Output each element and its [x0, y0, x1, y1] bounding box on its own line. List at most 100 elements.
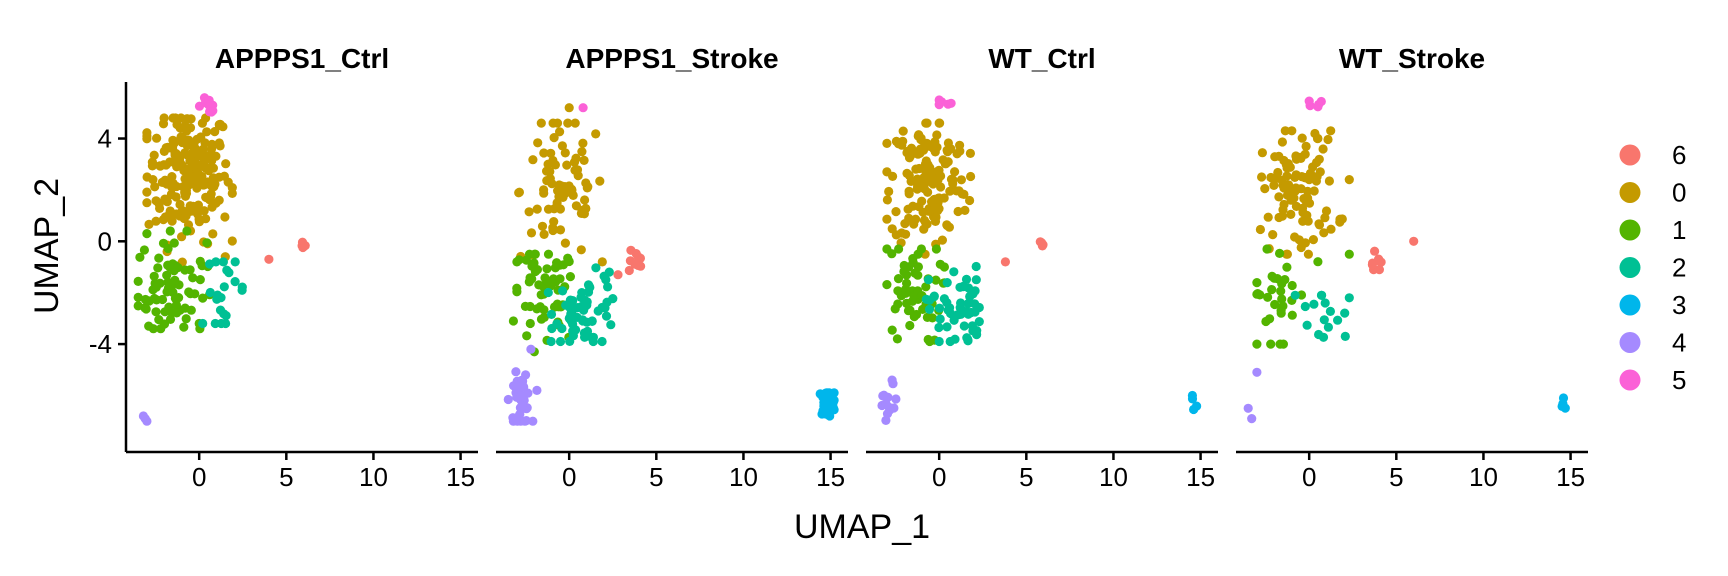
data-point-cluster-4: [510, 380, 520, 390]
data-point-cluster-2: [572, 312, 582, 322]
data-point-cluster-4: [516, 391, 526, 401]
data-point-cluster-1: [543, 249, 554, 259]
data-point-cluster-0: [532, 204, 542, 214]
data-point-cluster-0: [524, 207, 534, 217]
x-tick-label: 10: [1099, 462, 1128, 492]
data-point-cluster-2: [1309, 299, 1319, 309]
data-point-cluster-0: [1290, 232, 1300, 242]
legend-label: 2: [1672, 253, 1686, 283]
data-point-cluster-0: [147, 157, 157, 167]
data-point-cluster-4: [520, 416, 530, 426]
data-point-cluster-0: [207, 156, 217, 166]
data-point-cluster-2: [934, 336, 944, 347]
data-point-cluster-6: [1370, 246, 1380, 256]
data-point-cluster-2: [579, 328, 590, 338]
data-point-cluster-0: [543, 159, 553, 169]
data-point-cluster-0: [183, 164, 193, 174]
data-point-cluster-0: [1282, 249, 1292, 259]
data-point-cluster-0: [536, 118, 546, 128]
data-point-cluster-0: [953, 206, 963, 217]
data-point-cluster-2: [923, 275, 934, 285]
data-point-cluster-2: [230, 277, 240, 287]
data-point-cluster-0: [162, 179, 172, 189]
data-point-cluster-2: [219, 282, 229, 292]
data-point-cluster-5: [194, 101, 205, 111]
data-point-cluster-0: [196, 132, 206, 142]
data-point-cluster-1: [894, 244, 904, 254]
data-point-cluster-0: [1257, 172, 1267, 182]
legend-key-6: [1619, 144, 1641, 166]
data-point-cluster-0: [1270, 152, 1280, 162]
data-point-cluster-0: [951, 186, 962, 196]
data-point-cluster-6: [1038, 240, 1048, 250]
legend-key-4: [1619, 332, 1641, 353]
data-point-cluster-1: [149, 293, 159, 304]
data-point-cluster-2: [942, 322, 952, 332]
x-axis-title: UMAP_1: [794, 508, 930, 546]
data-point-cluster-0: [539, 185, 549, 195]
data-point-cluster-0: [144, 219, 154, 229]
data-point-cluster-0: [1282, 171, 1292, 181]
data-point-cluster-0: [564, 103, 574, 113]
data-point-cluster-0: [148, 175, 158, 185]
data-point-cluster-1: [1262, 244, 1272, 254]
data-point-cluster-2: [601, 311, 612, 321]
data-point-cluster-0: [950, 167, 960, 177]
data-point-cluster-0: [214, 138, 224, 148]
data-point-cluster-2: [965, 291, 975, 302]
legend-key-0: [1619, 182, 1641, 203]
data-point-cluster-2: [934, 322, 944, 333]
data-point-cluster-2: [1290, 290, 1300, 300]
data-point-cluster-0: [882, 138, 892, 148]
data-point-cluster-0: [182, 114, 192, 124]
data-point-cluster-1: [893, 299, 903, 309]
data-point-cluster-1: [1261, 316, 1271, 327]
data-point-cluster-1: [181, 314, 191, 324]
data-point-cluster-1: [163, 243, 173, 254]
data-point-cluster-0: [564, 181, 574, 191]
data-point-cluster-0: [180, 121, 190, 131]
data-point-cluster-1: [133, 301, 143, 311]
facet-panel: APPPS1_Ctrl 0 5 10 15 4 0 -4: [89, 43, 478, 492]
data-point-cluster-0: [220, 212, 230, 222]
data-point-cluster-2: [971, 261, 981, 272]
data-point-cluster-0: [1274, 192, 1284, 202]
data-point-cluster-0: [555, 225, 566, 235]
data-point-cluster-1: [913, 249, 923, 259]
data-point-cluster-0: [1323, 134, 1333, 145]
data-point-cluster-4: [881, 415, 891, 425]
data-point-cluster-2: [971, 275, 981, 285]
data-point-cluster-1: [564, 256, 574, 267]
data-point-cluster-1: [165, 226, 175, 236]
data-point-cluster-1: [552, 258, 562, 268]
data-point-cluster-2: [1314, 329, 1324, 340]
data-point-cluster-1: [190, 289, 200, 299]
data-point-cluster-0: [924, 176, 934, 186]
data-point-cluster-0: [171, 149, 181, 159]
data-point-cluster-0: [1297, 172, 1307, 182]
data-point-cluster-2: [587, 316, 597, 326]
data-point-cluster-0: [924, 206, 935, 216]
data-point-cluster-5: [1304, 96, 1314, 106]
legend-key-1: [1619, 219, 1641, 241]
data-point-cluster-6: [613, 270, 623, 280]
data-point-cluster-0: [927, 197, 937, 207]
data-point-cluster-0: [548, 225, 558, 236]
data-point-cluster-2: [958, 281, 969, 291]
data-point-cluster-1: [170, 293, 180, 303]
data-point-cluster-1: [144, 321, 154, 331]
data-point-cluster-1: [520, 301, 531, 311]
data-point-cluster-2: [543, 287, 553, 298]
data-point-cluster-2: [957, 306, 967, 317]
data-point-cluster-2: [222, 265, 232, 275]
data-point-cluster-0: [580, 195, 590, 205]
data-point-cluster-0: [1321, 206, 1332, 216]
data-point-cluster-0: [901, 229, 911, 239]
data-point-cluster-1: [188, 273, 198, 283]
data-point-cluster-2: [198, 318, 208, 329]
data-point-cluster-0: [167, 172, 177, 182]
data-point-cluster-0: [159, 113, 169, 123]
data-point-cluster-0: [965, 148, 976, 158]
data-point-cluster-0: [919, 184, 930, 194]
data-point-cluster-2: [552, 319, 562, 329]
